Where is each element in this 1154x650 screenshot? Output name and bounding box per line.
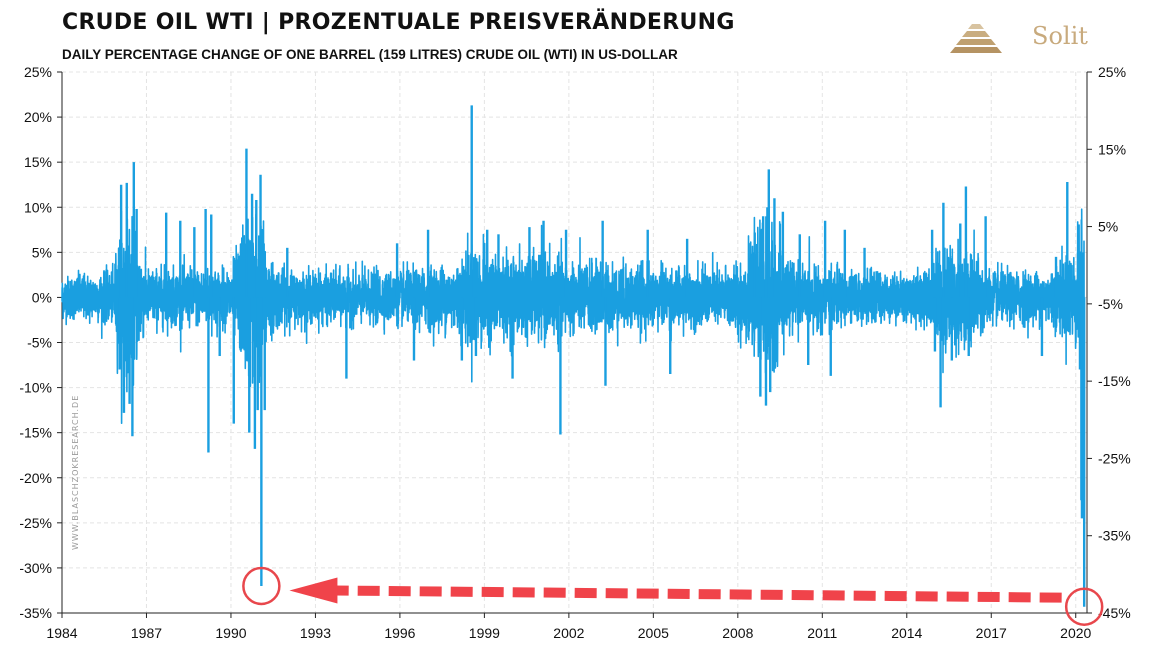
- y-tick-label-right: -15%: [1098, 373, 1131, 389]
- y-tick-label-right: 15%: [1098, 141, 1126, 157]
- y-tick-label-left: 20%: [24, 109, 52, 125]
- y-tick-label-right: -45%: [1098, 605, 1131, 621]
- highlight-circle: [242, 566, 281, 606]
- y-tick-label-right: -35%: [1098, 528, 1131, 544]
- y-tick-label-left: 25%: [24, 64, 52, 80]
- x-tick-label: 1996: [384, 625, 415, 641]
- y-tick-label-left: -30%: [19, 560, 52, 576]
- y-tick-label-left: 15%: [24, 154, 52, 170]
- x-tick-label: 2011: [807, 625, 837, 641]
- x-tick-label: 2008: [722, 625, 753, 641]
- logo-text: Solit: [1032, 22, 1088, 50]
- x-tick-label: 1984: [46, 625, 77, 641]
- y-tick-label-right: 5%: [1098, 219, 1118, 235]
- y-tick-label-left: -15%: [19, 425, 52, 441]
- y-tick-label-left: -5%: [27, 335, 52, 351]
- watermark-text: WWW.BLASCHZOKRESEARCH.DE: [71, 395, 80, 550]
- y-tick-label-left: -20%: [19, 470, 52, 486]
- chart-subtitle: DAILY PERCENTAGE CHANGE OF ONE BARREL (1…: [62, 47, 678, 62]
- y-tick-label-right: -25%: [1098, 450, 1131, 466]
- x-tick-label: 2005: [638, 625, 669, 641]
- y-tick-label-left: 0%: [32, 289, 52, 305]
- y-tick-label-left: 5%: [32, 244, 52, 260]
- x-tick-label: 1993: [300, 625, 331, 641]
- x-tick-label: 1987: [131, 625, 162, 641]
- x-tick-label: 2002: [553, 625, 584, 641]
- y-tick-label-left: -35%: [19, 605, 52, 621]
- chart-title: CRUDE OIL WTI | PROZENTUALE PREISVERÄNDE…: [62, 10, 735, 35]
- y-tick-label-right: -5%: [1098, 296, 1123, 312]
- x-tick-label: 1999: [469, 625, 500, 641]
- y-tick-label-left: -10%: [19, 380, 52, 396]
- y-tick-label-right: 25%: [1098, 64, 1126, 80]
- y-tick-label-left: 10%: [24, 199, 52, 215]
- x-tick-label: 1990: [215, 625, 246, 641]
- x-tick-label: 2014: [891, 625, 922, 641]
- solit-logo-icon: [950, 24, 1002, 53]
- dashed-arrow-shaft: [333, 585, 1062, 603]
- y-tick-label-left: -25%: [19, 515, 52, 531]
- highlight-circle: [1064, 587, 1104, 626]
- x-tick-label: 2020: [1060, 625, 1091, 641]
- x-tick-label: 2017: [976, 625, 1007, 641]
- series-line: [61, 208, 1085, 424]
- arrow-head-icon: [289, 577, 338, 604]
